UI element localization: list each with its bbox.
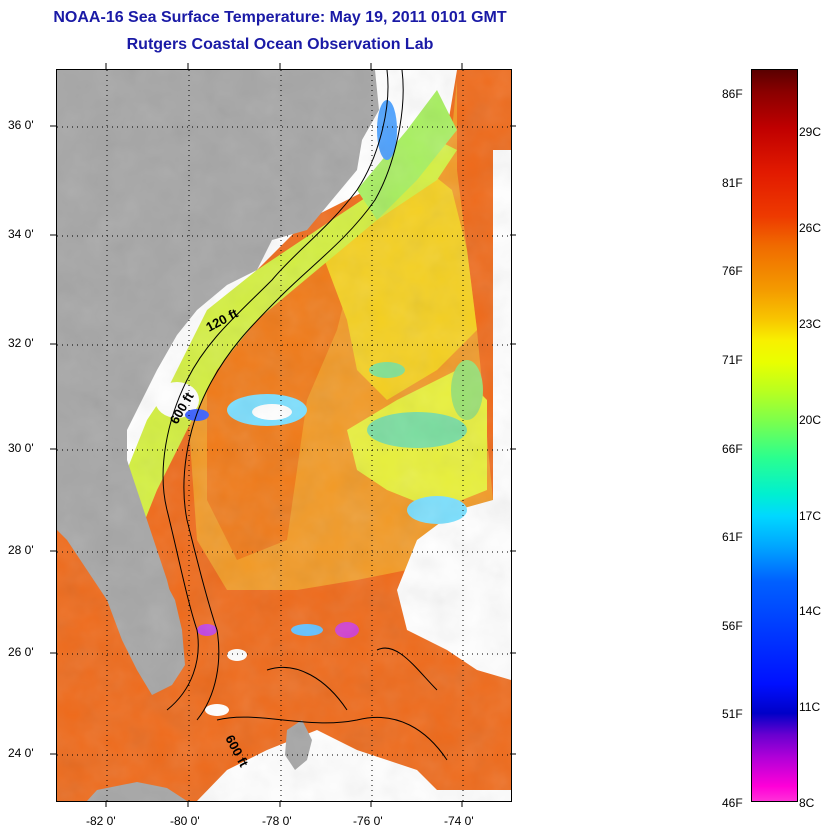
colorbar-c-14: 14C [799, 604, 822, 618]
colorbar-c-8: 8C [799, 796, 815, 810]
lon-label-82: -82 0' [86, 814, 116, 828]
lat-label-34: 34 0' [8, 227, 34, 241]
colorbar-c-29: 29C [799, 125, 822, 139]
lat-label-32: 32 0' [8, 336, 34, 350]
colorbar-c-26: 26C [799, 221, 822, 235]
colorbar-f-71: 71F [722, 353, 743, 367]
axis-ticks [50, 63, 516, 807]
lat-label-36: 36 0' [8, 118, 34, 132]
map-title: NOAA-16 Sea Surface Temperature: May 19,… [53, 9, 507, 26]
colorbar-f-86: 86F [722, 87, 743, 101]
colorbar-f-81: 81F [722, 176, 743, 190]
lon-label-76: -76 0' [353, 814, 383, 828]
lon-label-74: -74 0' [444, 814, 474, 828]
colorbar-f-46: 46F [722, 796, 743, 810]
lat-label-30: 30 0' [8, 441, 34, 455]
graticule [57, 70, 511, 801]
colorbar-c-20: 20C [799, 413, 822, 427]
sst-map: 120 ft 600 ft 600 ft [56, 69, 512, 802]
bathymetry-contours [162, 70, 448, 761]
colorbar-c-17: 17C [799, 509, 822, 523]
colorbar-f-51: 51F [722, 707, 743, 721]
lat-label-28: 28 0' [8, 543, 34, 557]
colorbar-f-76: 76F [722, 264, 743, 278]
temperature-colorbar [751, 69, 798, 802]
colorbar-c-11: 11C [799, 700, 821, 714]
lat-label-24: 24 0' [8, 746, 34, 760]
colorbar-c-23: 23C [799, 317, 822, 331]
lon-label-78: -78 0' [262, 814, 292, 828]
sst-texture [57, 70, 511, 801]
colorbar-f-56: 56F [722, 619, 743, 633]
colorbar-f-61: 61F [722, 530, 743, 544]
lat-label-26: 26 0' [8, 645, 34, 659]
map-subtitle: Rutgers Coastal Ocean Observation Lab [126, 36, 434, 53]
lon-label-80: -80 0' [170, 814, 200, 828]
sst-map-canvas: 120 ft 600 ft 600 ft [57, 70, 511, 801]
colorbar-f-66: 66F [722, 442, 743, 456]
